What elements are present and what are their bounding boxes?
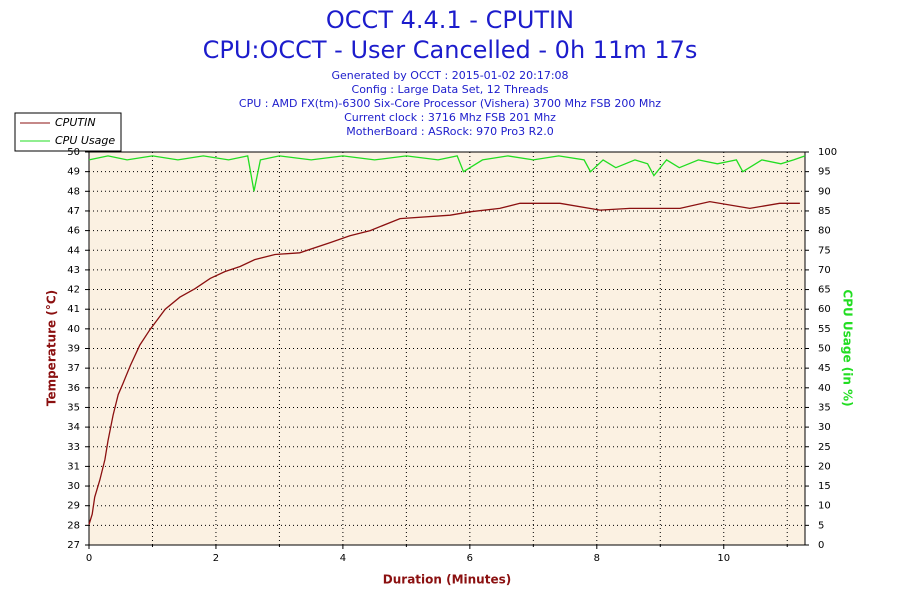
y2-tick-label: 30	[818, 422, 831, 433]
legend-label: CPUTIN	[55, 116, 96, 129]
y2-axis-label: CPU Usage (in %)	[841, 289, 855, 406]
y2-tick-label: 85	[818, 206, 831, 217]
y-tick-label: 49	[67, 167, 80, 178]
y-tick-label: 34	[67, 422, 80, 433]
y2-tick-label: 50	[818, 344, 831, 355]
y-tick-label: 40	[67, 324, 80, 335]
info-line: Generated by OCCT : 2015-01-02 20:17:08	[331, 69, 568, 82]
y2-tick-label: 25	[818, 442, 831, 453]
y-tick-label: 30	[67, 481, 80, 492]
legend-box	[14, 112, 122, 152]
y-tick-label: 42	[67, 285, 80, 296]
y2-tick-label: 70	[818, 265, 831, 276]
x-tick-label: 8	[594, 553, 600, 564]
y2-tick-label: 40	[818, 383, 831, 394]
y2-tick-label: 75	[818, 245, 831, 256]
y2-tick-label: 65	[818, 285, 831, 296]
x-tick-label: 4	[340, 553, 346, 564]
info-line: MotherBoard : ASRock: 970 Pro3 R2.0	[346, 125, 553, 138]
y2-tick-label: 15	[818, 481, 831, 492]
y2-tick-label: 95	[818, 167, 831, 178]
y-tick-label: 31	[67, 461, 80, 472]
y2-tick-label: 45	[818, 363, 831, 374]
legend-label: CPU Usage	[55, 134, 115, 147]
x-tick-label: 2	[213, 553, 219, 564]
y2-tick-label: 20	[818, 461, 831, 472]
y-tick-label: 50	[67, 147, 80, 158]
y-tick-label: 44	[67, 245, 80, 256]
y-tick-label: 33	[67, 442, 80, 453]
y-tick-label: 41	[67, 304, 80, 315]
y2-tick-label: 5	[818, 520, 824, 531]
y2-tick-label: 60	[818, 304, 831, 315]
y-tick-label: 28	[67, 520, 80, 531]
x-axis-label: Duration (Minutes)	[383, 573, 511, 587]
x-tick-label: 6	[467, 553, 473, 564]
x-tick-label: 0	[86, 553, 92, 564]
y-tick-label: 29	[67, 501, 80, 512]
y2-tick-label: 35	[818, 402, 831, 413]
chart-title: OCCT 4.4.1 - CPUTIN	[326, 6, 574, 34]
y2-tick-label: 100	[818, 147, 837, 158]
y-tick-label: 48	[67, 186, 80, 197]
y-tick-label: 27	[67, 540, 80, 551]
series-line	[88, 155, 806, 192]
y-tick-label: 35	[67, 402, 80, 413]
y-tick-label: 43	[67, 265, 80, 276]
info-line: CPU : AMD FX(tm)-6300 Six-Core Processor…	[239, 97, 661, 110]
y2-tick-label: 0	[818, 540, 824, 551]
y-tick-label: 39	[67, 344, 80, 355]
y-tick-label: 46	[67, 226, 80, 237]
x-tick-label: 10	[717, 553, 730, 564]
info-line: Current clock : 3716 Mhz FSB 201 Mhz	[344, 111, 556, 124]
info-line: Config : Large Data Set, 12 Threads	[352, 83, 549, 96]
y-tick-label: 47	[67, 206, 80, 217]
y2-tick-label: 55	[818, 324, 831, 335]
y2-tick-label: 80	[818, 226, 831, 237]
series-line	[88, 200, 800, 525]
y2-tick-label: 90	[818, 186, 831, 197]
y-tick-label: 37	[67, 363, 80, 374]
y2-tick-label: 10	[818, 501, 831, 512]
y-axis-label: Temperature (°C)	[45, 290, 59, 406]
plot-border	[88, 151, 806, 546]
chart-subtitle: CPU:OCCT - User Cancelled - 0h 11m 17s	[203, 36, 698, 64]
y-tick-label: 36	[67, 383, 80, 394]
